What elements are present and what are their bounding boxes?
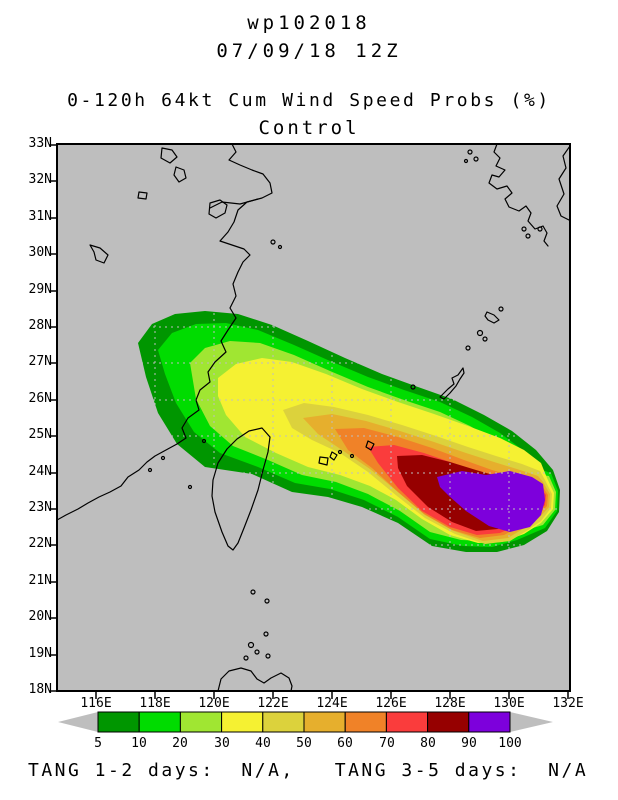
lon-label: 128E	[434, 696, 466, 711]
lat-label: 33N	[28, 136, 52, 151]
lon-ticks	[95, 691, 569, 699]
gridlines	[57, 145, 570, 691]
colorbar-label: 10	[131, 736, 147, 751]
colorbar-segment	[344, 711, 387, 733]
colorbar	[58, 711, 553, 733]
island-okinawa	[439, 367, 465, 400]
tang-footer-text: TANG 1-2 days: N/A, TANG 3-5 days: N/A	[28, 760, 589, 781]
lake-tai	[208, 199, 228, 219]
lon-label: 124E	[316, 696, 348, 711]
colorbar-segment	[468, 711, 511, 733]
colorbar-segments	[97, 711, 511, 733]
lat-label: 21N	[28, 573, 52, 588]
islands-sakishima	[318, 440, 375, 466]
lat-label: 26N	[28, 391, 52, 406]
storm-id-title: wp102018	[247, 12, 371, 34]
lon-label: 122E	[257, 696, 289, 711]
model-member-title: Control	[258, 117, 360, 139]
coastline-china	[57, 144, 273, 521]
lat-label: 19N	[28, 646, 52, 661]
colorbar-label: 80	[420, 736, 436, 751]
init-time-title: 07/09/18 12Z	[216, 40, 402, 62]
colorbar-label: 40	[255, 736, 271, 751]
lakes-china	[89, 147, 228, 264]
river-yangtze	[209, 198, 259, 209]
lat-label: 23N	[28, 500, 52, 515]
lon-label: 118E	[139, 696, 171, 711]
lon-label: 116E	[80, 696, 112, 711]
lake-hongze	[160, 147, 178, 164]
lon-label: 126E	[375, 696, 407, 711]
colorbar-segment	[97, 711, 140, 733]
lake-gaoyou	[173, 166, 187, 183]
lat-label: 29N	[28, 282, 52, 297]
lat-label: 22N	[28, 536, 52, 551]
lat-label: 24N	[28, 464, 52, 479]
island-luzon	[217, 667, 293, 691]
coastlines	[57, 144, 570, 691]
lat-label: 30N	[28, 245, 52, 260]
swath-band-90-100	[437, 471, 545, 532]
map-content	[57, 144, 570, 691]
islets-china-coast	[147, 239, 283, 490]
colorbar-label: 50	[296, 736, 312, 751]
lat-label: 28N	[28, 318, 52, 333]
colorbar-label: 30	[214, 736, 230, 751]
colorbar-label: 5	[94, 736, 102, 751]
map-border	[56, 143, 571, 692]
islands-babuyan-batanes	[243, 589, 271, 661]
colorbar-label: 70	[379, 736, 395, 751]
island-taiwan	[211, 427, 271, 551]
lat-label: 20N	[28, 609, 52, 624]
colorbar-label: 20	[172, 736, 188, 751]
colorbar-left-arrow	[58, 712, 98, 732]
lon-label: 130E	[493, 696, 525, 711]
coastline-kyushu	[463, 144, 570, 247]
lake-chaohu	[137, 191, 148, 200]
lat-label: 31N	[28, 209, 52, 224]
lon-label: 132E	[552, 696, 584, 711]
colorbar-right-arrow	[510, 712, 553, 732]
lat-label: 25N	[28, 427, 52, 442]
colorbar-segment	[385, 711, 429, 733]
lon-label: 120E	[198, 696, 230, 711]
lat-label: 18N	[28, 682, 52, 697]
colorbar-segment	[303, 711, 346, 733]
colorbar-label: 100	[498, 736, 522, 751]
lat-label: 27N	[28, 354, 52, 369]
product-title: 0-120h 64kt Cum Wind Speed Probs (%)	[67, 90, 551, 111]
colorbar-segment	[262, 711, 305, 733]
lat-label: 32N	[28, 172, 52, 187]
islands-ryukyu-chain	[410, 226, 543, 390]
lat-ticks	[49, 144, 57, 692]
colorbar-label: 60	[337, 736, 353, 751]
colorbar-segment	[179, 711, 223, 733]
lake-poyang	[89, 244, 109, 264]
colorbar-segment	[427, 711, 470, 733]
colorbar-label: 90	[461, 736, 477, 751]
colorbar-segment	[138, 711, 181, 733]
colorbar-segment	[221, 711, 264, 733]
probability-swath	[138, 311, 560, 552]
